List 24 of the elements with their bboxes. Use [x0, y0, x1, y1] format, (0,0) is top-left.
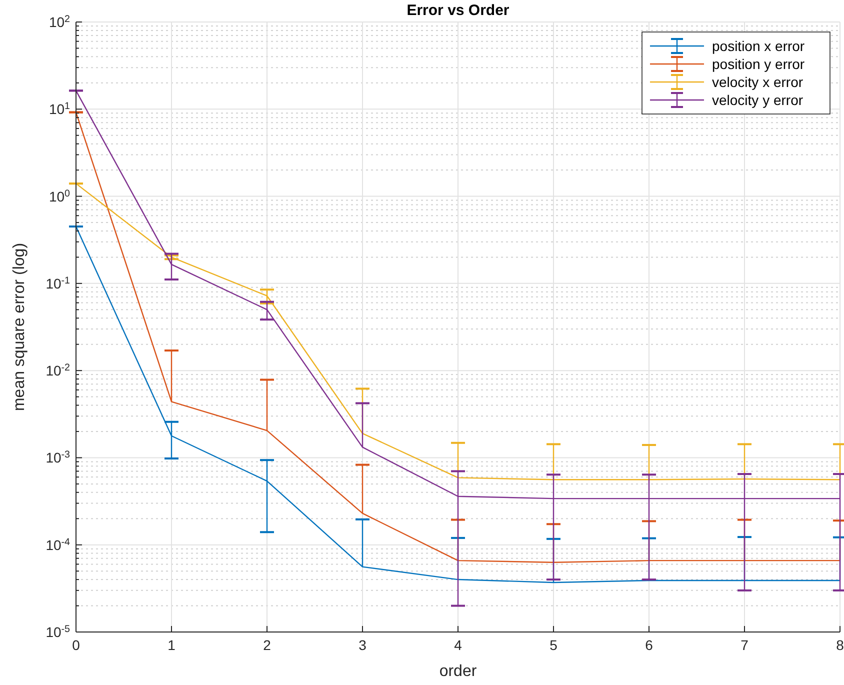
legend-label: velocity y error [712, 92, 804, 108]
x-axis-title: order [439, 663, 478, 680]
y-tick-label: 10$^{2}$ [48, 14, 70, 30]
x-tick-label: 7 [740, 637, 749, 653]
y-axis-title: mean square error (log) [11, 242, 28, 412]
x-tick-label: 0 [72, 637, 80, 653]
chart-title: Error vs Order [406, 2, 510, 19]
legend-label: position y error [712, 56, 805, 72]
x-tick-label: 8 [836, 637, 844, 653]
x-tick-label: 1 [168, 637, 176, 653]
x-tick-label: 5 [550, 637, 558, 653]
y-tick-label: 10$^{1}$ [48, 100, 70, 118]
y-tick-label: 10$^{0}$ [48, 188, 71, 204]
y-tick-label: 10$^{-3}$ [46, 449, 71, 466]
y-tick-label: 10$^{-2}$ [46, 362, 70, 379]
y-tick-label: 10$^{-4}$ [46, 536, 71, 553]
x-tick-label: 6 [645, 637, 654, 653]
x-tick-label: 4 [454, 637, 462, 653]
x-tick-label: 3 [358, 637, 367, 653]
legend-label: velocity x error [712, 74, 804, 90]
legend-label: position x error [712, 38, 805, 54]
y-tick-label: 10$^{-5}$ [46, 624, 71, 640]
y-tick-label: 10$^{-1}$ [46, 274, 70, 292]
x-tick-label: 2 [263, 637, 272, 653]
